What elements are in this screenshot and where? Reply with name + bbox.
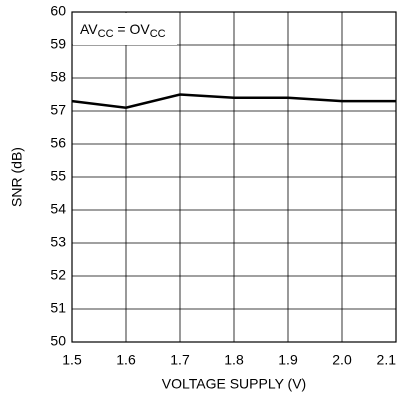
annotation-part: AV: [80, 21, 98, 37]
y-tick-label: 50: [50, 333, 66, 349]
plot-border: [71, 11, 397, 343]
x-tick-label: 2.0: [332, 352, 352, 368]
x-axis-title: VOLTAGE SUPPLY (V): [162, 376, 306, 392]
y-tick-label: 56: [50, 135, 66, 151]
y-tick-label: 57: [50, 102, 66, 118]
y-tick-label: 53: [50, 234, 66, 250]
annotation-part: CC: [98, 28, 114, 40]
y-tick-label: 54: [50, 201, 66, 217]
annotation-part: = OV: [114, 21, 151, 37]
y-tick-label: 58: [50, 69, 66, 85]
y-tick-label: 52: [50, 267, 66, 283]
y-tick-label: 51: [50, 300, 66, 316]
x-tick-label: 1.9: [278, 352, 298, 368]
x-tick-label: 1.5: [62, 352, 82, 368]
y-tick-label: 55: [50, 168, 66, 184]
x-tick-label: 1.8: [224, 352, 244, 368]
x-tick-label: 1.6: [116, 352, 136, 368]
annotation: AVCC = OVCC: [80, 21, 166, 40]
x-tick-label: 2.1: [377, 352, 397, 368]
annotation-box: [73, 13, 177, 45]
y-tick-label: 60: [50, 3, 66, 19]
x-tick-label: 1.7: [170, 352, 190, 368]
annotation-part: CC: [150, 28, 166, 40]
data-line: [71, 93, 396, 109]
y-tick-label: 59: [50, 36, 66, 52]
y-axis-title: SNR (dB): [9, 147, 25, 207]
